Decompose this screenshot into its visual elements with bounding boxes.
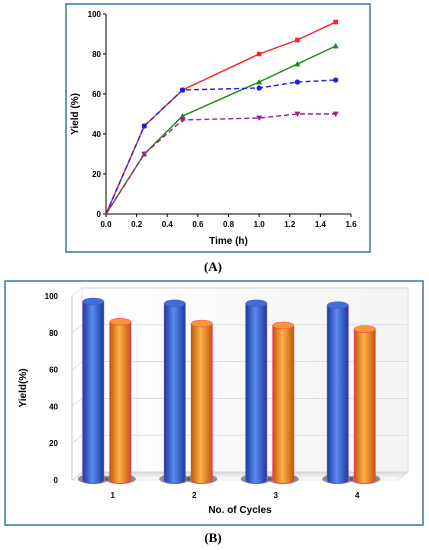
bar xyxy=(353,328,376,484)
x-tick-label: 0.2 xyxy=(131,220,143,229)
data-point-triangle xyxy=(294,61,301,67)
gridline xyxy=(71,361,408,370)
data-point-triangle-down xyxy=(141,151,148,157)
y-tick-label: 0 xyxy=(54,476,59,485)
data-point-triangle-down xyxy=(332,111,339,117)
bar xyxy=(163,302,186,484)
data-point-triangle-down xyxy=(256,115,263,121)
x-tick-label: 0.6 xyxy=(192,220,204,229)
series-line xyxy=(105,21,336,215)
x-tick-label: 1 xyxy=(111,491,116,500)
x-tick-label: 0.4 xyxy=(162,220,174,229)
gridline xyxy=(71,398,408,407)
series-line xyxy=(105,113,336,215)
data-point-square xyxy=(295,37,300,43)
panel-b: 0 20 40 60 80 100 1 2 3 4 No. of Cycles Yield(%) (B… xyxy=(4,280,424,545)
bar-top xyxy=(272,321,294,330)
bar xyxy=(245,302,268,484)
data-point-triangle xyxy=(179,113,186,119)
bar-top xyxy=(109,318,131,326)
bar xyxy=(326,304,349,484)
data-point-circle xyxy=(256,85,262,91)
data-point-triangle-down xyxy=(294,111,301,117)
y-tick-label: 60 xyxy=(49,366,58,375)
bar-top xyxy=(245,299,267,308)
panel-a: 0.0 0.2 0.4 0.6 0.8 1.0 1.2 1.4 1.6 0 20 40 60 80 100 T… xyxy=(65,3,371,274)
y-tick-label: 80 xyxy=(92,50,101,59)
series-line xyxy=(105,45,336,215)
x-tick-label: 1.2 xyxy=(284,220,296,229)
data-point-circle xyxy=(333,77,339,83)
y-tick-label: 0 xyxy=(97,210,102,219)
line-chart: 0.0 0.2 0.4 0.6 0.8 1.0 1.2 1.4 1.6 0 20 40 60 80 100 T… xyxy=(70,10,357,247)
y-tick-label: 40 xyxy=(49,402,58,411)
bar-top xyxy=(82,297,104,306)
bar xyxy=(82,301,105,484)
y-tick-label: 100 xyxy=(45,292,59,301)
x-tick-label: 2 xyxy=(192,491,197,500)
data-point-circle xyxy=(294,79,301,85)
x-axis-title: Time (h) xyxy=(209,236,248,247)
bar-top xyxy=(327,301,349,309)
x-tick-label: 1.0 xyxy=(254,220,266,229)
gridline xyxy=(71,287,408,297)
panel-b-border xyxy=(4,280,424,526)
x-tick-label: 3 xyxy=(274,491,279,500)
bar xyxy=(109,321,132,484)
y-tick-label: 20 xyxy=(49,439,58,448)
bar xyxy=(190,323,213,484)
panel-b-label: (B) xyxy=(204,530,221,545)
bar-top xyxy=(354,325,376,333)
y-axis-title: Yield(%) xyxy=(18,368,29,407)
panel-a-label: (A) xyxy=(204,259,222,274)
bar-top xyxy=(191,319,213,328)
y-tick-label: 60 xyxy=(92,90,101,99)
x-axis-title: No. of Cycles xyxy=(208,505,272,516)
data-point-square xyxy=(256,51,262,57)
data-point-circle xyxy=(141,123,147,129)
y-tick-label: 20 xyxy=(92,170,101,179)
data-point-square xyxy=(333,19,338,25)
x-tick-label: 1.4 xyxy=(315,220,327,229)
data-point-triangle-down xyxy=(179,117,186,123)
bar xyxy=(272,325,295,484)
panel-a-border xyxy=(65,3,371,253)
x-tick-label: 4 xyxy=(355,491,360,500)
y-tick-label: 40 xyxy=(92,130,101,139)
x-tick-label: 0.8 xyxy=(223,220,235,229)
gridline xyxy=(71,434,408,444)
x-tick-label: 0.0 xyxy=(100,220,112,229)
x-tick-label: 1.6 xyxy=(345,220,357,229)
series-line xyxy=(105,79,336,215)
y-tick-label: 80 xyxy=(49,329,58,338)
gridline xyxy=(71,324,408,334)
data-point-triangle xyxy=(332,43,339,49)
y-tick-label: 100 xyxy=(88,10,102,19)
data-point-circle xyxy=(179,87,186,93)
plot-back-wall xyxy=(81,287,409,473)
y-axis-title: Yield (%) xyxy=(70,93,81,135)
bar-chart: 0 20 40 60 80 100 1 2 3 4 No. of Cycles Yield(%) xyxy=(18,287,409,516)
bar-top xyxy=(164,299,186,308)
data-point-triangle xyxy=(256,79,263,85)
